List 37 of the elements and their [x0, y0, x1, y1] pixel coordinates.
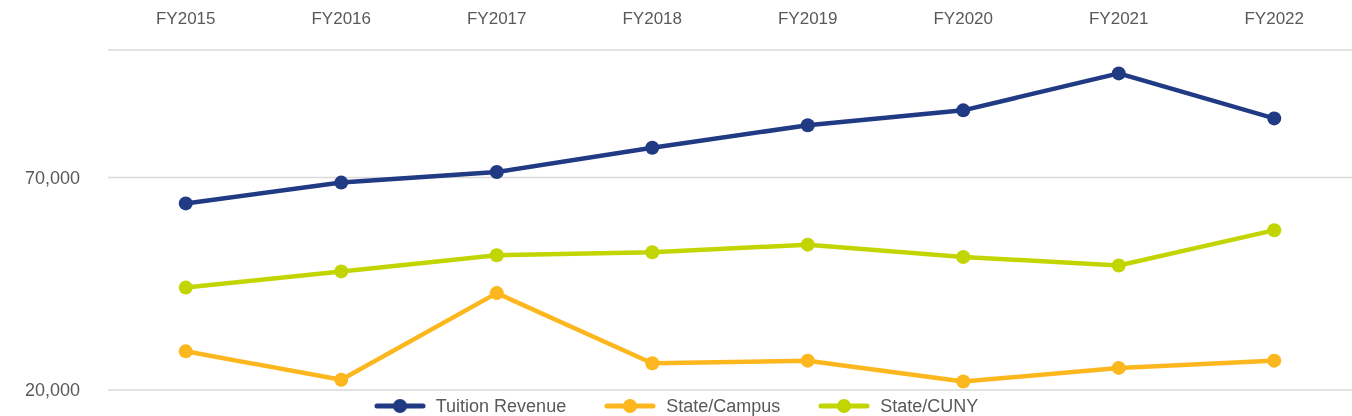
- legend-label: State/CUNY: [880, 396, 979, 416]
- point: [178, 196, 193, 211]
- point: [956, 249, 971, 264]
- y-tick-label: 20,000: [24, 380, 80, 400]
- point: [800, 353, 815, 368]
- point: [178, 280, 193, 295]
- point: [1111, 258, 1126, 273]
- point: [800, 118, 815, 133]
- point: [334, 264, 349, 279]
- point: [489, 248, 504, 263]
- point: [645, 356, 660, 371]
- x-tick-label: FY2021: [1088, 8, 1149, 28]
- legend-label: State/Campus: [666, 396, 781, 416]
- y-tick-label: 70,000: [24, 167, 80, 188]
- point: [334, 175, 349, 190]
- point: [800, 237, 815, 252]
- point: [1267, 353, 1282, 368]
- x-tick-label: FY2015: [155, 8, 216, 28]
- x-tick-label: FY2017: [466, 8, 527, 28]
- point: [645, 245, 660, 260]
- point: [956, 103, 971, 118]
- point: [645, 140, 660, 155]
- x-tick-label: FY2016: [311, 8, 372, 28]
- point: [956, 374, 971, 389]
- x-tick-label: FY2018: [622, 8, 683, 28]
- point: [489, 164, 504, 179]
- point: [178, 344, 193, 359]
- x-tick-label: FY2019: [777, 8, 838, 28]
- legend-label: Tuition Revenue: [435, 396, 567, 416]
- point: [1267, 223, 1282, 238]
- x-tick-label: FY2022: [1244, 8, 1305, 28]
- point: [334, 372, 349, 387]
- x-tick-label: FY2020: [933, 8, 994, 28]
- point: [1267, 111, 1282, 126]
- point: [1111, 360, 1126, 375]
- point: [489, 286, 504, 301]
- point: [1111, 66, 1126, 81]
